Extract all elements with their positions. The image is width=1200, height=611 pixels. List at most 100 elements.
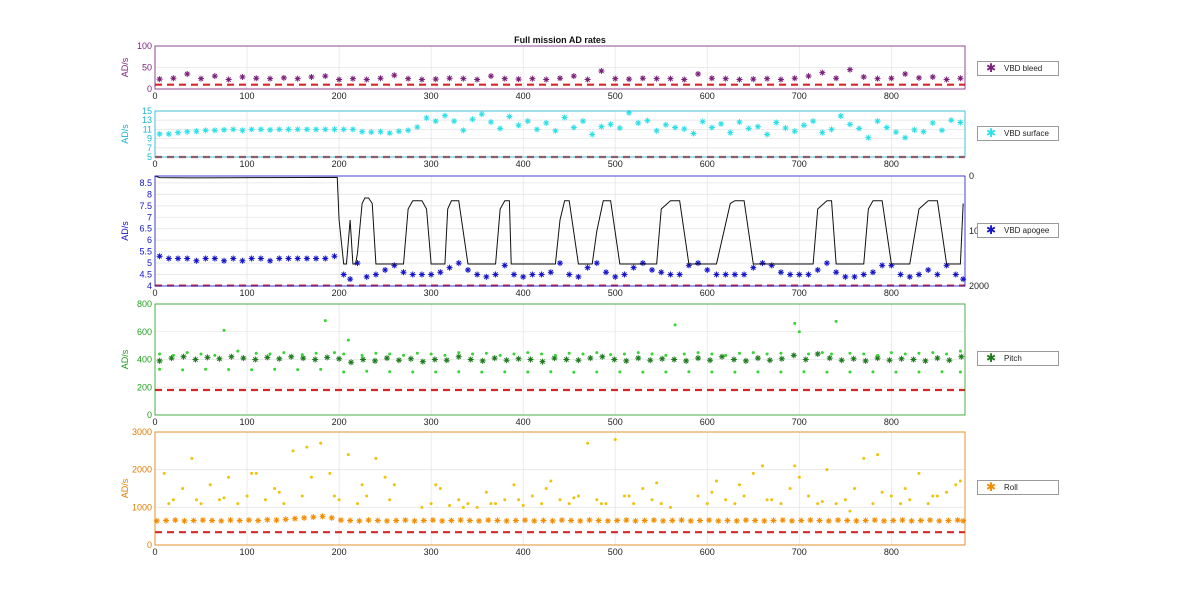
data-point-apogee: [639, 260, 646, 267]
y-tick-label: 4.5: [139, 270, 152, 280]
data-point-apogee: [750, 264, 757, 271]
data-point-surface: [589, 131, 596, 138]
y2-tick-label: 0: [969, 171, 974, 181]
data-point-roll: [420, 505, 424, 509]
data-point-roll: [931, 494, 935, 498]
data-point-surface: [340, 126, 347, 133]
data-point-bleed: [225, 76, 232, 83]
data-point-bleed: [432, 76, 439, 83]
data-point-bleed: [722, 75, 729, 82]
data-point-surface: [865, 134, 872, 141]
data-point-pitch: [181, 368, 185, 372]
data-point-bleed: [405, 75, 412, 82]
data-point-roll: [604, 502, 608, 506]
data-point-apogee: [842, 273, 849, 280]
data-point-bleed: [460, 75, 467, 82]
data-point-roll: [788, 517, 795, 524]
data-point-pitch: [158, 367, 162, 371]
data-point-roll: [710, 490, 714, 494]
data-point-roll: [190, 517, 197, 524]
data-point-apogee: [722, 271, 729, 278]
data-point-apogee: [630, 264, 637, 271]
data-point-roll: [641, 487, 645, 490]
legend-vbd-surface[interactable]: ✱ VBD surface: [977, 126, 1059, 141]
data-point-pitch: [168, 355, 175, 362]
data-point-apogee: [869, 269, 876, 276]
data-point-apogee: [501, 262, 508, 269]
data-point-pitch: [388, 352, 392, 356]
data-point-apogee: [418, 271, 425, 278]
data-point-pitch: [682, 352, 686, 356]
data-point-pitch: [268, 352, 272, 356]
data-point-apogee: [557, 260, 563, 267]
data-point-roll: [908, 517, 915, 524]
data-point-roll: [411, 517, 418, 524]
data-point-pitch: [850, 355, 857, 362]
data-point-surface: [580, 118, 587, 125]
y-tick-label: 800: [137, 299, 152, 309]
data-point-roll: [461, 505, 465, 509]
data-point-surface: [708, 124, 715, 131]
data-point-pitch: [515, 355, 522, 362]
data-point-pitch: [595, 370, 599, 374]
data-point-pitch: [312, 356, 319, 363]
data-point-bleed: [336, 76, 343, 83]
data-point-roll: [531, 517, 538, 524]
x-tick-label: 0: [152, 159, 157, 169]
legend-label: VBD apogee: [1004, 226, 1050, 235]
data-point-roll: [273, 487, 277, 490]
x-tick-label: 800: [884, 547, 899, 557]
legend-vbd-bleed[interactable]: ✱ VBD bleed: [977, 61, 1059, 76]
data-point-apogee: [400, 269, 407, 276]
data-point-apogee: [676, 271, 683, 278]
data-point-surface: [874, 118, 881, 125]
data-point-surface: [690, 130, 697, 137]
data-point-surface: [395, 128, 402, 135]
data-point-roll: [926, 502, 930, 506]
data-point-roll: [807, 517, 814, 524]
legend-pitch[interactable]: ✱ Pitch: [977, 351, 1059, 366]
data-point-bleed: [805, 73, 812, 80]
data-point-pitch: [581, 352, 585, 356]
data-point-roll: [844, 517, 851, 524]
data-point-roll: [222, 496, 226, 500]
data-point-surface: [810, 118, 817, 125]
data-point-pitch: [374, 351, 378, 355]
data-point-roll: [448, 517, 455, 524]
legend-vbd-apogee[interactable]: ✱ VBD apogee: [977, 223, 1059, 238]
data-point-apogee: [248, 255, 255, 262]
data-point-surface: [543, 119, 550, 126]
data-point-surface: [184, 128, 191, 135]
y-axis-label: AD/s: [120, 221, 130, 241]
data-point-pitch: [360, 353, 364, 357]
data-point-pitch: [848, 370, 852, 374]
x-tick-label: 200: [332, 159, 347, 169]
data-point-roll: [669, 517, 676, 524]
data-point-surface: [681, 125, 688, 132]
data-point-roll: [319, 513, 326, 520]
data-point-roll: [365, 517, 372, 524]
x-tick-label: 400: [516, 159, 531, 169]
data-point-roll: [218, 517, 225, 524]
data-point-roll: [522, 517, 529, 524]
data-point-roll: [549, 479, 553, 483]
x-tick-label: 700: [792, 159, 807, 169]
data-point-roll: [356, 517, 363, 524]
data-point-pitch: [480, 370, 484, 374]
data-point-apogee: [363, 273, 370, 280]
data-point-surface: [948, 117, 955, 124]
data-point-pitch: [567, 351, 571, 355]
y-tick-label: 400: [137, 355, 152, 365]
data-point-pitch: [958, 353, 965, 360]
legend-roll[interactable]: ✱ Roll: [977, 480, 1059, 495]
data-point-roll: [660, 517, 667, 524]
data-point-apogee: [464, 266, 471, 273]
data-point-pitch: [940, 370, 944, 374]
data-point-roll: [199, 517, 206, 524]
data-point-roll: [282, 502, 286, 506]
data-point-surface: [644, 117, 651, 124]
y-tick-label: 4: [147, 281, 152, 291]
x-tick-label: 0: [152, 288, 157, 298]
data-point-bleed: [598, 67, 605, 74]
